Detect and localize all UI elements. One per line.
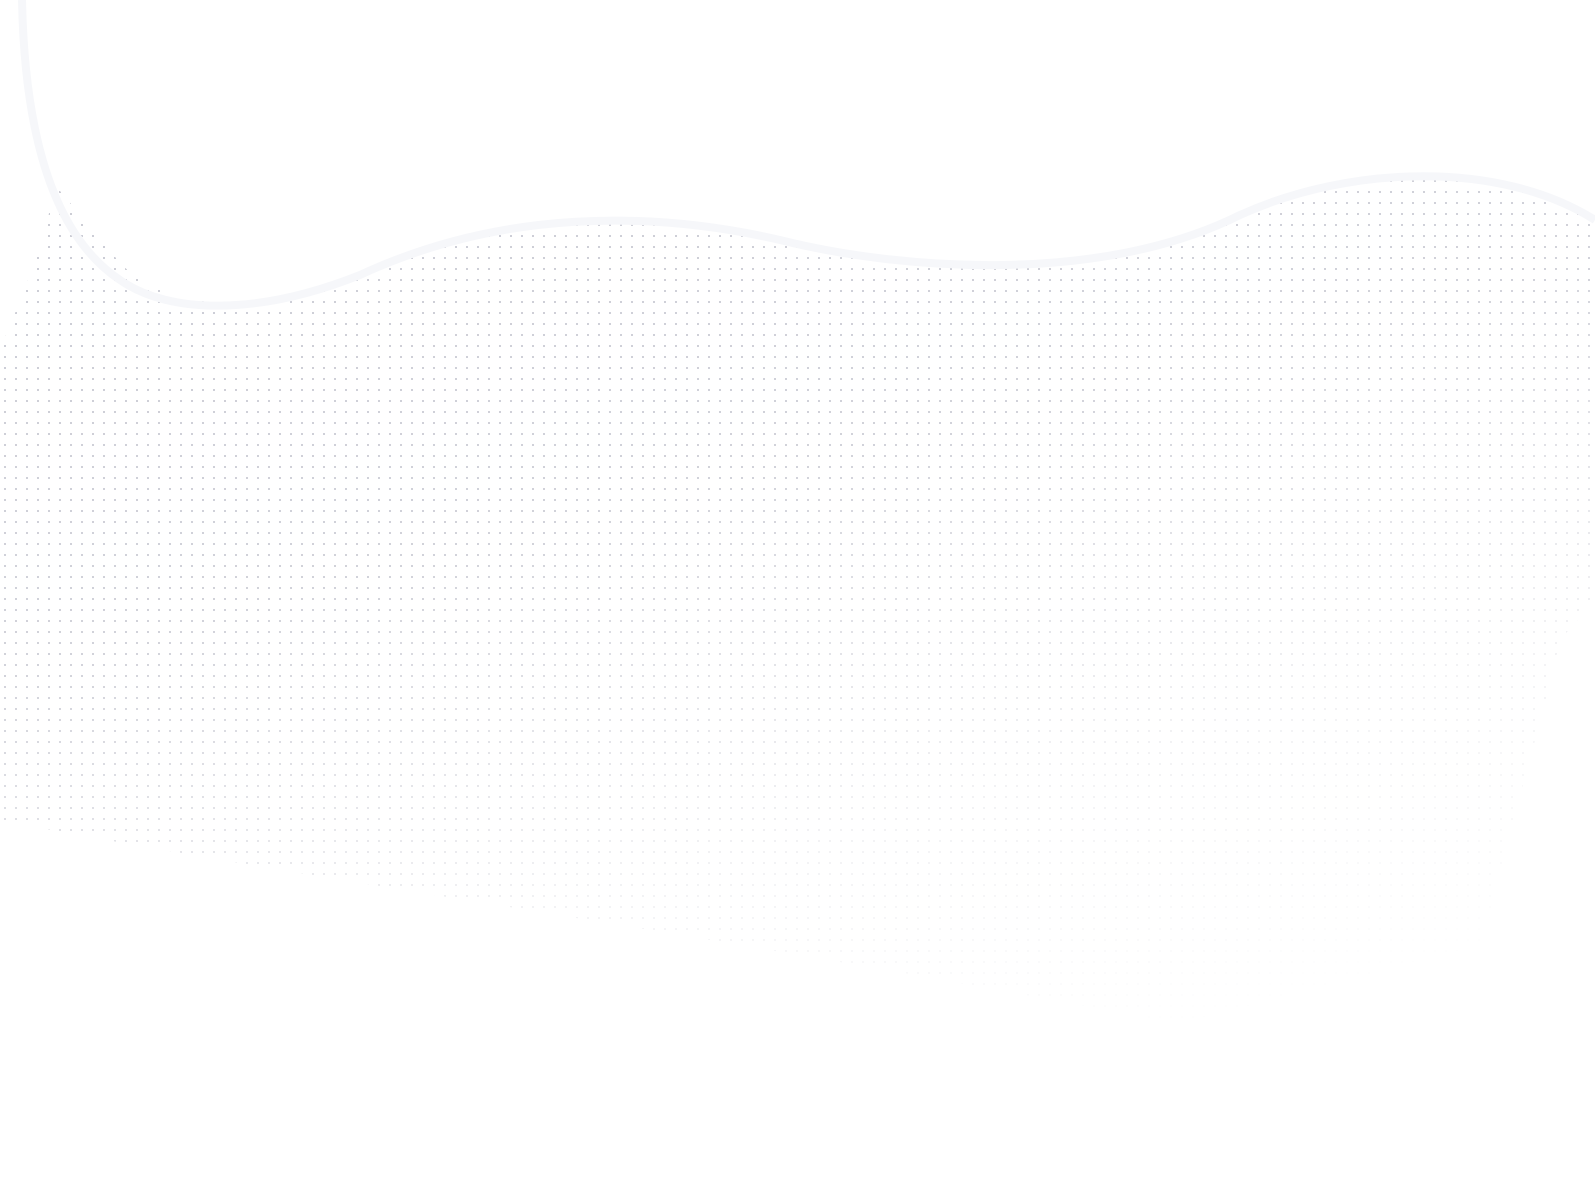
decorative-wave-line [18, 0, 1595, 310]
